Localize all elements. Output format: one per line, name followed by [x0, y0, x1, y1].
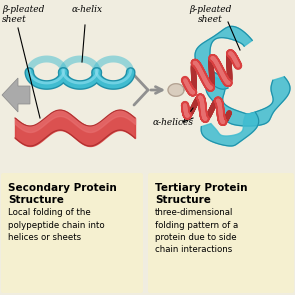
FancyBboxPatch shape [148, 173, 294, 293]
FancyBboxPatch shape [1, 173, 143, 293]
Text: α-helices: α-helices [153, 118, 194, 127]
Polygon shape [2, 78, 30, 112]
Text: β-pleated
sheet: β-pleated sheet [189, 5, 231, 24]
Polygon shape [168, 84, 184, 96]
Text: β-pleated
sheet: β-pleated sheet [2, 5, 44, 24]
Text: Secondary Protein
Structure: Secondary Protein Structure [8, 183, 117, 205]
Polygon shape [206, 76, 290, 126]
Polygon shape [201, 112, 259, 146]
Text: Local folding of the
polypeptide chain into
helices or sheets: Local folding of the polypeptide chain i… [8, 208, 105, 242]
Text: three-dimensional
folding pattern of a
protein due to side
chain interactions: three-dimensional folding pattern of a p… [155, 208, 238, 255]
Polygon shape [195, 26, 252, 89]
Text: Tertiary Protein
Structure: Tertiary Protein Structure [155, 183, 248, 205]
Text: α-helix: α-helix [72, 5, 103, 14]
